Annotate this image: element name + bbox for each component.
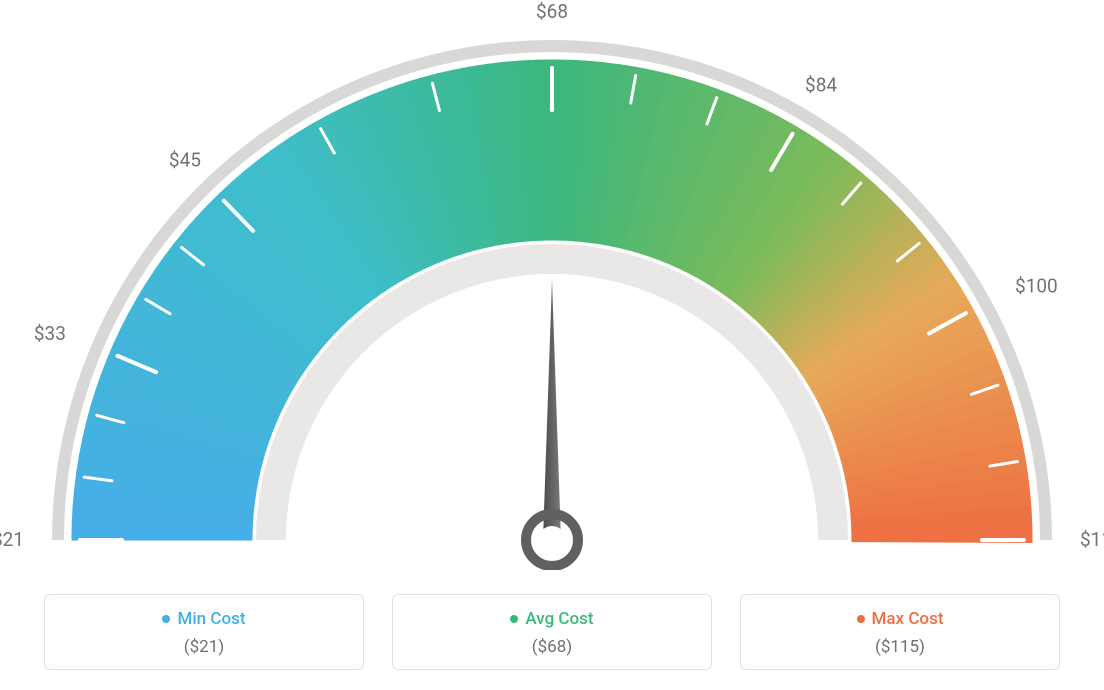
gauge-tick-label: $21 [0,528,24,551]
legend-max-label-row: Max Cost [759,609,1041,629]
gauge-tick-label: $33 [34,322,66,345]
gauge-tick-label: $100 [1015,274,1058,297]
gauge-tick-label: $45 [169,148,201,171]
legend-max-value: ($115) [759,637,1041,657]
gauge-tick-label: $84 [805,74,837,97]
legend-min-label: Min Cost [177,609,245,629]
legend-max-dot [857,615,865,623]
gauge-needle [543,280,561,540]
legend-avg-value: ($68) [411,637,693,657]
gauge-tick-label: $68 [536,0,568,23]
legend-avg-dot [510,615,518,623]
legend-row: Min Cost ($21) Avg Cost ($68) Max Cost (… [0,594,1104,670]
gauge-chart: $21 $33 $45 $68 $84 $100 $115 [0,0,1104,570]
legend-min-value: ($21) [63,637,345,657]
legend-min-label-row: Min Cost [63,609,345,629]
legend-avg: Avg Cost ($68) [392,594,712,670]
gauge-tick-label: $115 [1080,528,1104,551]
legend-max-label: Max Cost [872,609,944,629]
legend-min-dot [162,615,170,623]
gauge-container: $21 $33 $45 $68 $84 $100 $115 [0,0,1104,560]
legend-min: Min Cost ($21) [44,594,364,670]
legend-avg-label: Avg Cost [525,609,593,629]
gauge-needle-hub-inner [538,526,566,554]
legend-avg-label-row: Avg Cost [411,609,693,629]
legend-max: Max Cost ($115) [740,594,1060,670]
